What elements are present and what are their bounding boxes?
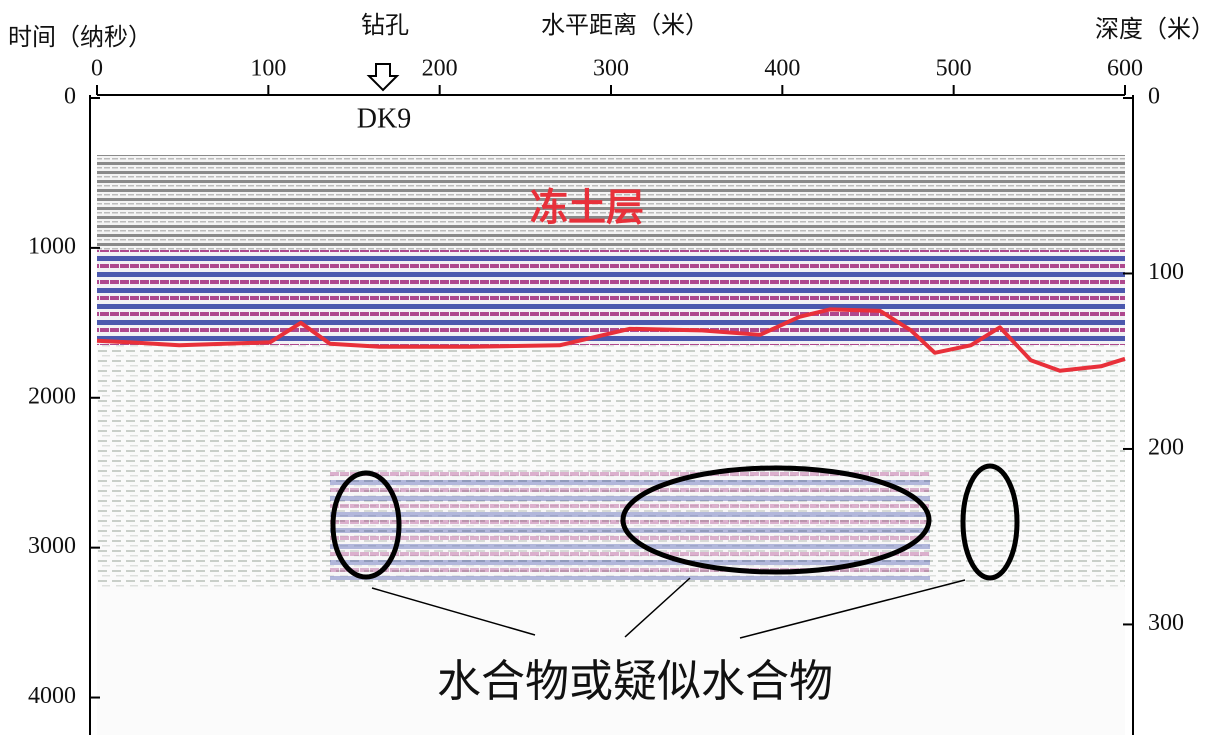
y2-tick-label: 300 xyxy=(1148,610,1184,636)
ellipse xyxy=(960,463,1020,581)
x-tick-label: 0 xyxy=(91,56,103,82)
x-tick-label: 300 xyxy=(593,56,629,82)
boundary-line xyxy=(96,307,1126,373)
layer-label: 冻土层 xyxy=(530,186,644,230)
x-tick-label: 400 xyxy=(764,56,800,82)
x-axis-label: 水平距离（米） xyxy=(541,11,709,39)
x-tick-label: 500 xyxy=(936,56,972,82)
y2-tick-label: 0 xyxy=(1148,84,1160,110)
ellipse xyxy=(330,470,402,580)
y2-axis-label: 深度（米） xyxy=(1095,15,1215,43)
y-axis-label: 时间（纳秒） xyxy=(8,23,152,51)
borehole-label: 钻孔 xyxy=(361,11,409,39)
y2-tick-label: 200 xyxy=(1148,434,1184,460)
ellipse xyxy=(620,465,932,575)
x-tick-label: 600 xyxy=(1107,56,1143,82)
leader-lines xyxy=(371,577,966,639)
x-tick-label: 100 xyxy=(250,56,286,82)
y-tick-label: 3000 xyxy=(28,533,76,559)
hydrate-label: 水合物或疑似水合物 xyxy=(437,656,833,707)
y-tick-label: 1000 xyxy=(28,233,76,259)
borehole-id: DK9 xyxy=(357,103,411,134)
y-tick-label: 2000 xyxy=(28,383,76,409)
x-tick-label: 200 xyxy=(422,56,458,82)
hydrate-outlines xyxy=(330,463,1020,581)
y2-tick-label: 100 xyxy=(1148,259,1184,285)
y-tick-label: 4000 xyxy=(28,683,76,709)
borehole-arrow xyxy=(366,63,400,92)
y-tick-label: 0 xyxy=(64,84,76,110)
radar-image xyxy=(97,155,1125,735)
